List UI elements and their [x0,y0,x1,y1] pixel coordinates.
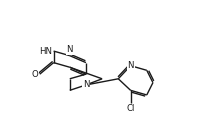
Text: HN: HN [39,47,52,56]
Text: N: N [66,45,73,54]
Text: N: N [127,61,133,70]
Text: O: O [32,70,38,79]
Text: N: N [82,80,89,89]
Text: Cl: Cl [126,104,134,113]
